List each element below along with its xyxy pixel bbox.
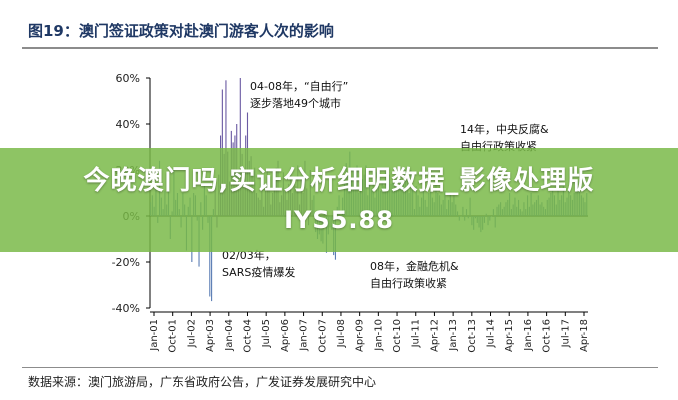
x-tick-label: Oct-07	[317, 319, 328, 353]
x-tick-label: Apr-15	[504, 319, 515, 352]
x-tick-label: Oct-10	[392, 319, 403, 353]
y-tick-label: -20%	[112, 256, 140, 269]
y-tick-label: -40%	[112, 302, 140, 315]
x-tick-label: Oct-13	[467, 319, 478, 353]
banner-headline: 今晚澳门吗,实证分析细明数据_影像处理版	[83, 166, 595, 196]
x-tick-label: Jul-17	[560, 319, 571, 348]
annotation-text: 14年，中央反腐&	[460, 122, 549, 136]
annotation-text: 自由行政策收紧	[370, 276, 447, 290]
source-rule	[22, 367, 658, 368]
x-tick-label: Jul-05	[261, 319, 272, 348]
x-tick-label: Jul-08	[336, 319, 347, 348]
y-tick-label: 40%	[116, 118, 140, 131]
x-tick-label: Jan-01	[149, 319, 160, 352]
x-tick-label: Apr-09	[355, 319, 366, 352]
title-rule	[22, 47, 658, 49]
figure-title: 图19：澳门签证政策对赴澳门游客人次的影响	[28, 22, 334, 40]
x-tick-label: Oct-16	[542, 319, 553, 353]
bar	[239, 78, 241, 216]
x-tick-label: Oct-01	[168, 319, 179, 353]
x-tick-label: Jan-10	[373, 319, 384, 352]
x-tick-label: Jan-13	[448, 319, 459, 352]
figure-source: 数据来源：澳门旅游局，广东省政府公告，广发证券发展研究中心	[28, 375, 377, 389]
x-tick-label: Jan-04	[224, 319, 235, 352]
x-tick-label: Apr-06	[280, 319, 291, 352]
overlay-banner	[0, 148, 678, 252]
x-tick-label: Apr-12	[429, 319, 440, 352]
x-tick-label: Jul-14	[486, 319, 497, 348]
x-tick-label: Oct-04	[242, 319, 253, 353]
annotation-text: 逐步落地49个城市	[250, 96, 341, 110]
x-tick-label: Jul-02	[186, 319, 197, 348]
x-tick-label: Jan-07	[299, 319, 310, 352]
bar	[211, 216, 213, 302]
x-tick-label: Jul-11	[411, 319, 422, 348]
annotation-text: SARS疫情爆发	[222, 265, 295, 279]
annotation-text: 08年，金融危机&	[370, 259, 459, 273]
x-tick-label: Apr-18	[579, 319, 590, 352]
y-tick-label: 60%	[116, 72, 140, 85]
annotation-text: 04-08年，“自由行”	[250, 79, 348, 93]
banner-subheadline: IYS5.88	[284, 206, 394, 234]
x-tick-label: Apr-03	[205, 319, 216, 352]
bar	[209, 216, 211, 297]
x-tick-label: Jan-16	[523, 319, 534, 352]
